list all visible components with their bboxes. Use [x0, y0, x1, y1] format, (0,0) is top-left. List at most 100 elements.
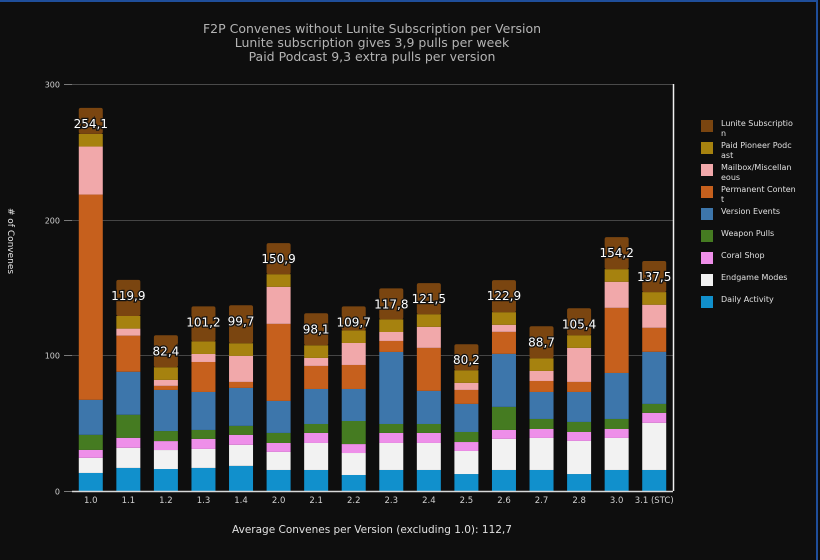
- bar-segment-weapon-pulls: [116, 414, 141, 438]
- bar-segment-lunite-subscription: [529, 326, 554, 359]
- x-tick-label: 2.2: [347, 496, 361, 506]
- legend: Lunite Subscription Paid Pioneer Podcast M…: [701, 118, 811, 316]
- bar-segment-coral-shop: [191, 438, 216, 449]
- x-tick-label: 1.3: [197, 496, 211, 506]
- y-tick-label: 300: [45, 81, 60, 90]
- bar-segment-endgame-modes: [116, 447, 141, 468]
- bar-segment-daily-activity: [454, 474, 479, 491]
- legend-swatch: [701, 274, 713, 286]
- bar-segment-version-events: [567, 391, 592, 422]
- bar-segment-daily-activity: [567, 474, 592, 491]
- bar-segment-daily-activity: [229, 465, 254, 491]
- legend-label: Paid Pioneer Podcast: [721, 141, 792, 160]
- bar-segment-lunite-subscription: [266, 243, 291, 275]
- bar-segment-coral-shop: [454, 442, 479, 451]
- bar-segment-coral-shop: [379, 432, 404, 443]
- bar-segment-daily-activity: [191, 467, 216, 491]
- legend-item[interactable]: Paid Pioneer Podcast: [701, 140, 811, 162]
- bar-segment-coral-shop: [416, 432, 441, 443]
- legend-item[interactable]: Permanent Content: [701, 184, 811, 206]
- legend-swatch: [701, 142, 713, 154]
- bar-segment-mailbox-miscellaneous: [153, 379, 178, 386]
- bar-segment-lunite-subscription: [116, 279, 141, 316]
- bar-segment-endgame-modes: [416, 442, 441, 470]
- legend-item[interactable]: Endgame Modes: [701, 272, 811, 294]
- legend-label: Endgame Modes: [721, 273, 788, 282]
- bar-segment-lunite-subscription: [454, 344, 479, 371]
- bar-total-label: 117,8: [374, 297, 408, 311]
- bar-segment-weapon-pulls: [78, 434, 103, 450]
- bar-segment-coral-shop: [304, 432, 329, 443]
- legend-item[interactable]: Version Events: [701, 206, 811, 228]
- bar-segment-paid-pioneer-podcast: [379, 319, 404, 332]
- bar-segment-endgame-modes: [454, 450, 479, 475]
- bar-segment-paid-pioneer-podcast: [153, 367, 178, 380]
- bar-segment-daily-activity: [153, 469, 178, 491]
- legend-item[interactable]: Coral Shop: [701, 250, 811, 272]
- bar-segment-paid-pioneer-podcast: [304, 345, 329, 358]
- bar-segment-weapon-pulls: [642, 403, 667, 413]
- bar-segment-endgame-modes: [642, 422, 667, 470]
- bar-segment-version-events: [304, 388, 329, 424]
- bar-segment-daily-activity: [304, 469, 329, 491]
- x-tick-label: 2.6: [497, 496, 511, 506]
- bar-segment-weapon-pulls: [153, 431, 178, 442]
- bar-total-label: 119,9: [111, 289, 145, 303]
- bar-segment-paid-pioneer-podcast: [491, 312, 516, 325]
- bar-segment-endgame-modes: [341, 453, 366, 475]
- bar-segment-coral-shop: [567, 431, 592, 441]
- bar-segment-weapon-pulls: [341, 420, 366, 445]
- bar-segment-weapon-pulls: [529, 418, 554, 430]
- bar-segment-mailbox-miscellaneous: [642, 304, 667, 328]
- legend-swatch: [701, 208, 713, 220]
- x-tick-label: 1.0: [84, 496, 98, 506]
- bar-segment-weapon-pulls: [454, 431, 479, 443]
- bar-segment-coral-shop: [229, 434, 254, 445]
- legend-item[interactable]: Daily Activity: [701, 294, 811, 316]
- y-tick-label: 100: [45, 352, 60, 361]
- bar-segment-weapon-pulls: [379, 423, 404, 433]
- legend-label: Mailbox/Miscellaneous: [721, 163, 792, 182]
- legend-item[interactable]: Lunite Subscription: [701, 118, 811, 140]
- bar-segment-coral-shop: [491, 429, 516, 439]
- bar-segment-endgame-modes: [604, 437, 629, 470]
- bar-segment-endgame-modes: [153, 450, 178, 470]
- legend-label: Version Events: [721, 207, 781, 216]
- bar-segment-paid-pioneer-podcast: [454, 370, 479, 383]
- bar-segment-paid-pioneer-podcast: [78, 133, 103, 147]
- legend-item[interactable]: Mailbox/Miscellaneous: [701, 162, 811, 184]
- bar-segment-version-events: [229, 387, 254, 426]
- bar-total-label: 88,7: [528, 335, 555, 349]
- bar-segment-version-events: [153, 389, 178, 432]
- x-tick-label: 2.0: [272, 496, 286, 506]
- x-tick-label: 2.1: [309, 496, 323, 506]
- y-tick-label: 200: [45, 217, 60, 226]
- bar-segment-weapon-pulls: [304, 423, 329, 433]
- bar-segment-permanent-content: [379, 340, 404, 352]
- bar-segment-mailbox-miscellaneous: [416, 326, 441, 348]
- bar-segment-permanent-content: [153, 385, 178, 390]
- bar-segment-lunite-subscription: [604, 237, 629, 270]
- average-annotation: Average Convenes per Version (excluding …: [232, 524, 512, 536]
- bar-segment-daily-activity: [604, 469, 629, 491]
- bar-segment-permanent-content: [78, 194, 103, 400]
- bar-segment-coral-shop: [266, 442, 291, 452]
- bar-segment-permanent-content: [266, 323, 291, 401]
- bar-segment-weapon-pulls: [191, 429, 216, 439]
- chart-subtitle-2: Paid Podcast 9,3 extra pulls per version: [248, 49, 496, 64]
- bar-segment-coral-shop: [116, 437, 141, 448]
- bar-segment-mailbox-miscellaneous: [454, 382, 479, 390]
- legend-swatch: [701, 164, 713, 176]
- bar-segment-version-events: [491, 353, 516, 407]
- x-tick-label: 3.0: [610, 496, 624, 506]
- bar-segment-permanent-content: [604, 307, 629, 373]
- bar-segment-version-events: [116, 371, 141, 415]
- bar-segment-daily-activity: [491, 469, 516, 491]
- bar-segment-lunite-subscription: [642, 261, 667, 293]
- bar-segment-lunite-subscription: [191, 306, 216, 342]
- bar-segment-daily-activity: [379, 469, 404, 491]
- bar-segment-permanent-content: [416, 347, 441, 391]
- bar-segment-paid-pioneer-podcast: [604, 269, 629, 282]
- legend-item[interactable]: Weapon Pulls: [701, 228, 811, 250]
- bar-segment-coral-shop: [642, 412, 667, 423]
